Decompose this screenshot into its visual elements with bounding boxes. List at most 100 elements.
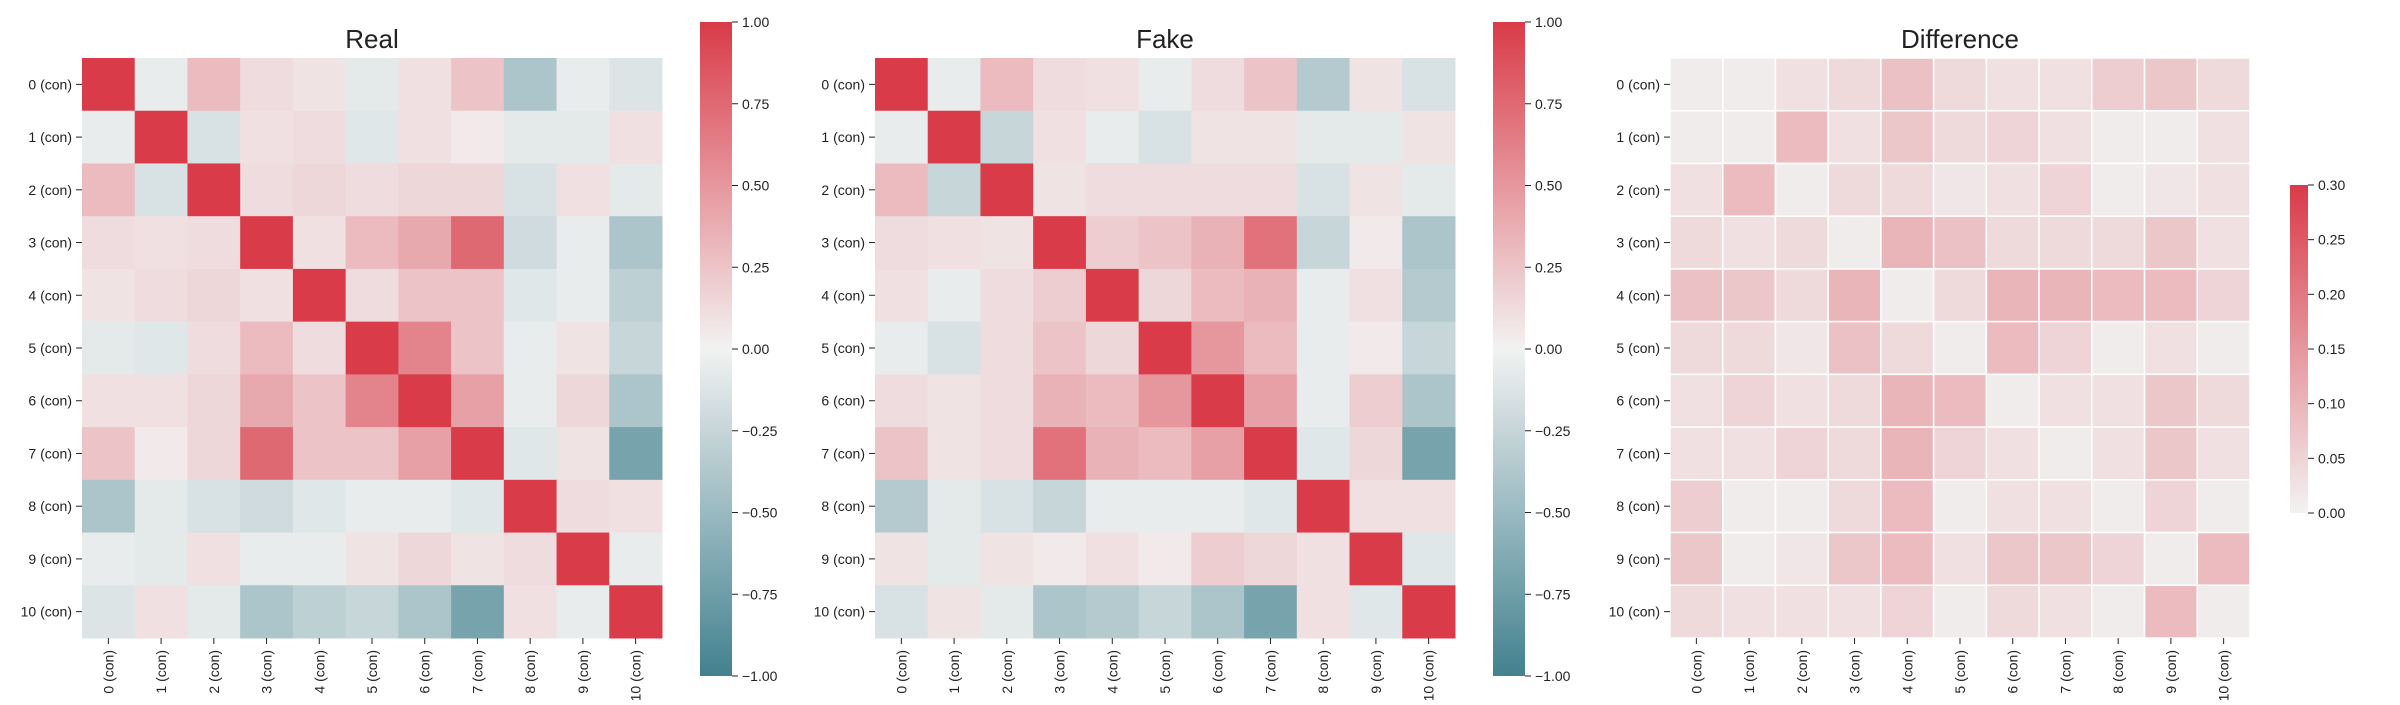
heatmap-cell xyxy=(1880,109,1935,165)
heatmap-cell xyxy=(2196,162,2251,217)
heatmap-cell xyxy=(2143,531,2199,587)
heatmap-cell xyxy=(240,374,294,428)
heatmap-cell xyxy=(292,58,347,112)
heatmap-cell xyxy=(1880,479,1935,534)
colorbar-tick-label: −0.50 xyxy=(1535,505,1571,521)
colorbar-tick-label: 0.20 xyxy=(2318,286,2345,302)
colorbar-tick-label: 0.25 xyxy=(2318,232,2345,248)
heatmap-cell xyxy=(556,374,610,428)
heatmap-cell xyxy=(451,268,505,323)
heatmap-cell xyxy=(398,268,452,323)
heatmap-cell xyxy=(1296,585,1351,639)
y-tick-label: 4 (con) xyxy=(1616,287,1660,303)
heatmap-cell xyxy=(187,585,241,639)
x-tick-label: 4 (con) xyxy=(1899,650,1915,694)
heatmap-cell xyxy=(1349,321,1403,375)
heatmap-cell xyxy=(134,321,188,375)
heatmap-cell xyxy=(875,163,929,217)
colorbar-tick-label: −1.00 xyxy=(742,668,778,684)
heatmap-cell xyxy=(927,268,981,323)
colorbar-tick-label: −0.25 xyxy=(742,423,778,439)
heatmap-cell xyxy=(1033,216,1087,270)
heatmap-cell xyxy=(1138,163,1192,217)
heatmap-cell xyxy=(1827,57,1882,112)
heatmap-cell xyxy=(2038,584,2093,639)
heatmap-cell xyxy=(2143,268,2199,323)
heatmap-cell xyxy=(82,479,136,534)
heatmap-cell xyxy=(556,110,610,164)
x-tick-label: 0 (con) xyxy=(100,650,116,694)
heatmap-cell xyxy=(2038,531,2093,587)
heatmap-cell xyxy=(1191,479,1245,534)
heatmap-cell xyxy=(1827,320,1882,376)
y-tick-label: 7 (con) xyxy=(1616,445,1660,461)
heatmap-cell xyxy=(556,427,610,481)
heatmap-cell xyxy=(1932,584,1988,639)
heatmap-cell xyxy=(292,532,347,586)
y-tick-label: 4 (con) xyxy=(821,287,865,303)
heatmap-cell xyxy=(1985,215,2040,270)
heatmap-cell xyxy=(503,374,558,428)
heatmap-cell xyxy=(1085,110,1140,164)
heatmap-cell xyxy=(82,268,136,323)
heatmap-cell xyxy=(1244,585,1298,639)
heatmap-cell xyxy=(2091,162,2146,217)
heatmap-cell xyxy=(345,268,399,323)
x-tick-label: 5 (con) xyxy=(1952,650,1968,694)
heatmap-cell xyxy=(875,479,929,534)
heatmap-cell xyxy=(1774,320,1829,376)
heatmap-cell xyxy=(1827,584,1882,639)
heatmap-cell xyxy=(927,374,981,428)
heatmap-cell xyxy=(1402,374,1456,428)
heatmap-cell xyxy=(1721,426,1777,481)
y-tick-label: 2 (con) xyxy=(28,182,72,198)
heatmap-cell xyxy=(1085,58,1140,112)
y-tick-label: 5 (con) xyxy=(1616,340,1660,356)
heatmap-cell xyxy=(1138,110,1192,164)
heatmap-cell xyxy=(1349,532,1403,586)
heatmap-cell xyxy=(609,427,663,481)
heatmap-cell xyxy=(398,321,452,375)
heatmap-cell xyxy=(1669,320,1724,376)
x-tick-label: 1 (con) xyxy=(1741,650,1757,694)
x-tick-label: 5 (con) xyxy=(364,650,380,694)
heatmap-cell xyxy=(875,110,929,164)
heatmap-cell xyxy=(503,427,558,481)
heatmap-cell xyxy=(2038,162,2093,217)
heatmap-cell xyxy=(1138,216,1192,270)
heatmap-cell xyxy=(1721,479,1777,534)
heatmap-cell xyxy=(2038,57,2093,112)
heatmap-cell xyxy=(609,479,663,534)
heatmap-cell xyxy=(187,58,241,112)
heatmap-cell xyxy=(875,58,929,112)
colorbar-tick-label: 0.75 xyxy=(1535,96,1562,112)
heatmap-cell xyxy=(1721,109,1777,165)
heatmap-cell xyxy=(1033,110,1087,164)
heatmap-cell xyxy=(451,585,505,639)
x-tick-label: 2 (con) xyxy=(999,650,1015,694)
colorbar-tick-label: −0.50 xyxy=(742,505,778,521)
heatmap-cell xyxy=(1191,532,1245,586)
y-tick-label: 0 (con) xyxy=(821,76,865,92)
heatmap-cell xyxy=(927,321,981,375)
x-tick-label: 9 (con) xyxy=(575,650,591,694)
heatmap-cell xyxy=(980,585,1034,639)
heatmap-cell xyxy=(2196,373,2251,428)
heatmap-cell xyxy=(1033,427,1087,481)
heatmap-cell xyxy=(1296,532,1351,586)
heatmap-cell xyxy=(1085,532,1140,586)
y-tick-label: 7 (con) xyxy=(28,445,72,461)
heatmap-title: Fake xyxy=(1136,24,1194,54)
heatmap-cell xyxy=(609,532,663,586)
heatmap-cell xyxy=(1774,584,1829,639)
heatmap-cell xyxy=(556,532,610,586)
x-tick-label: 10 (con) xyxy=(628,650,644,700)
heatmap-cell xyxy=(134,216,188,270)
heatmap-cell xyxy=(240,427,294,481)
heatmap-cell xyxy=(927,532,981,586)
x-tick-label: 9 (con) xyxy=(1368,650,1384,694)
heatmap-cell xyxy=(2091,479,2146,534)
heatmap-cell xyxy=(1191,585,1245,639)
x-tick-label: 6 (con) xyxy=(417,650,433,694)
